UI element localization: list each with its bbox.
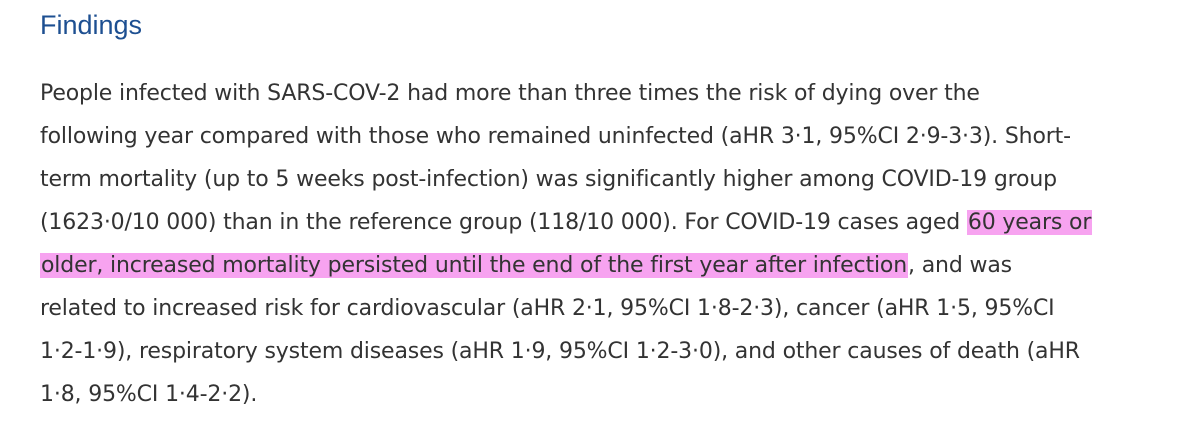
findings-paragraph: People infected with SARS-COV-2 had more… xyxy=(40,72,1190,416)
paragraph-line-5-text: , and was xyxy=(908,253,1012,278)
paragraph-line-3: term mortality (up to 5 weeks post-infec… xyxy=(40,167,1057,192)
paragraph-line-4-text: (1623·0/10 000) than in the reference gr… xyxy=(40,210,967,235)
paragraph-line-8: 1·8, 95%CI 1·4-2·2). xyxy=(40,382,258,407)
highlighted-text-part-2: older, increased mortality persisted unt… xyxy=(40,253,909,278)
paragraph-line-6: related to increased risk for cardiovasc… xyxy=(40,296,1055,321)
paragraph-line-1: People infected with SARS-COV-2 had more… xyxy=(40,81,980,106)
paragraph-line-7: 1·2-1·9), respiratory system diseases (a… xyxy=(40,339,1080,364)
paragraph-line-4: (1623·0/10 000) than in the reference gr… xyxy=(40,201,1190,244)
paragraph-line-5: older, increased mortality persisted unt… xyxy=(40,244,1190,287)
highlighted-text-part-1: 60 years or xyxy=(966,210,1093,235)
section-heading: Findings xyxy=(40,10,143,40)
paragraph-line-2: following year compared with those who r… xyxy=(40,124,1071,149)
